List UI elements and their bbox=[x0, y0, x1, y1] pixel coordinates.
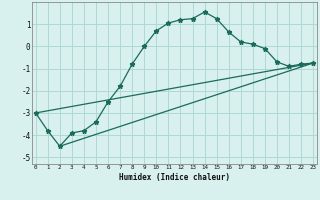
X-axis label: Humidex (Indice chaleur): Humidex (Indice chaleur) bbox=[119, 173, 230, 182]
